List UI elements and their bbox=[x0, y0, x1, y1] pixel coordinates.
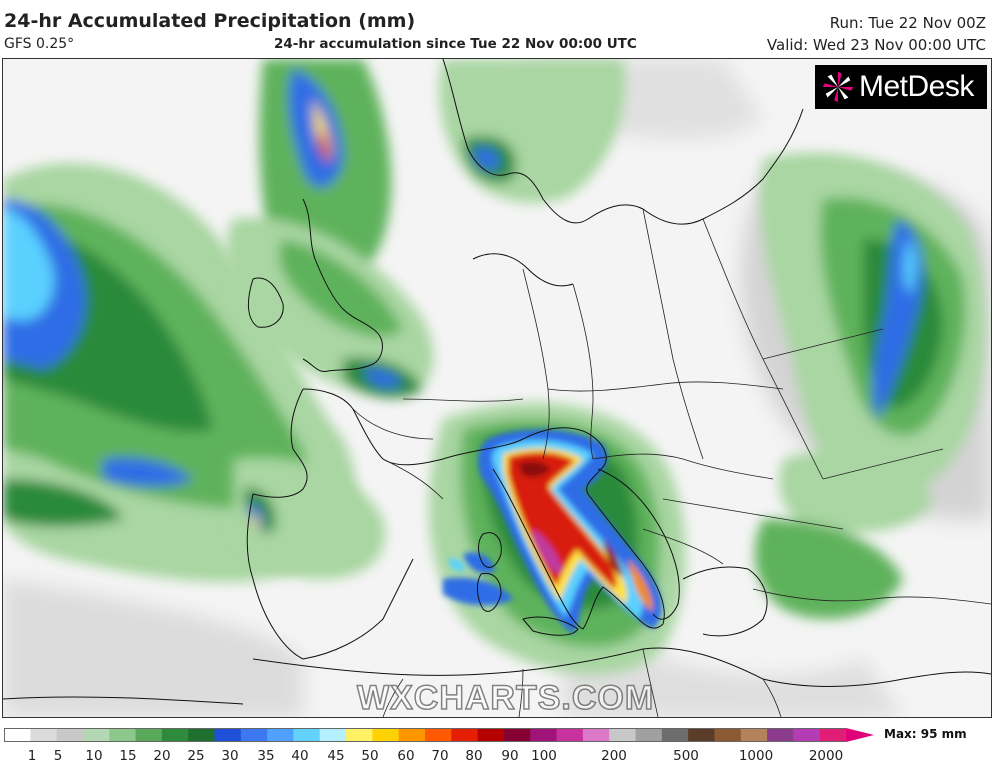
legend-max-arrow bbox=[846, 728, 874, 742]
legend-color-step bbox=[582, 728, 610, 742]
map-svg bbox=[3, 59, 991, 717]
legend-color-step bbox=[503, 728, 531, 742]
legend-ticks: 1 5 10 15 20 25 30 35 40 45 50 60 70 80 90 100 200 500 100… bbox=[0, 748, 994, 772]
legend-tick-label: 40 bbox=[291, 748, 309, 764]
legend-tick-label: 70 bbox=[431, 748, 449, 764]
legend-color-step bbox=[714, 728, 742, 742]
legend-tick-label: 20 bbox=[153, 748, 171, 764]
valid-time: Valid: Wed 23 Nov 00:00 UTC bbox=[766, 36, 986, 54]
model-label: GFS 0.25° bbox=[4, 36, 75, 52]
legend-color-step bbox=[82, 728, 110, 742]
atlantic-precip bbox=[3, 163, 357, 583]
legend-color-step bbox=[477, 728, 505, 742]
legend-color-step bbox=[267, 728, 295, 742]
legend-color-step bbox=[214, 728, 242, 742]
legend-tick-label: 5 bbox=[53, 748, 63, 764]
legend-tick-label: 30 bbox=[221, 748, 239, 764]
legend-tick-label: 60 bbox=[397, 748, 415, 764]
legend-color-step bbox=[635, 728, 663, 742]
legend-color-step bbox=[556, 728, 584, 742]
country-borders bbox=[352, 208, 991, 717]
chart-title: 24-hr Accumulated Precipitation (mm) bbox=[4, 10, 416, 32]
legend-tick-label: 25 bbox=[187, 748, 205, 764]
legend-color-step bbox=[688, 728, 716, 742]
legend-tick-label: 35 bbox=[257, 748, 275, 764]
run-time: Run: Tue 22 Nov 00Z bbox=[829, 14, 986, 32]
iberia-precip bbox=[233, 457, 385, 579]
legend-color-step bbox=[4, 728, 31, 742]
legend-color-step bbox=[188, 728, 216, 742]
legend-tick-label: 500 bbox=[673, 748, 699, 764]
legend-color-step bbox=[819, 728, 846, 742]
legend-color-step bbox=[661, 728, 689, 742]
legend-tick-label: 10 bbox=[85, 748, 103, 764]
legend-tick-label: 100 bbox=[531, 748, 557, 764]
legend-color-step bbox=[767, 728, 794, 742]
metdesk-logo-text: MetDesk bbox=[859, 70, 974, 103]
legend-color-step bbox=[319, 728, 347, 742]
legend-tick-label: 15 bbox=[119, 748, 137, 764]
chart-header: 24-hr Accumulated Precipitation (mm) GFS… bbox=[0, 0, 994, 58]
legend-tick-label: 50 bbox=[361, 748, 379, 764]
legend-color-step bbox=[135, 728, 163, 742]
legend-color-step bbox=[451, 728, 479, 742]
eastern-precip bbox=[754, 152, 986, 619]
precipitation-map: MetDesk WXCHARTS.COM bbox=[2, 58, 992, 718]
legend-tick-label: 1000 bbox=[738, 748, 774, 764]
watermark: WXCHARTS.COM bbox=[356, 678, 655, 717]
coastlines bbox=[3, 59, 991, 705]
legend-color-step bbox=[30, 728, 58, 742]
legend-tick-label: 1 bbox=[27, 748, 37, 764]
legend-color-step bbox=[530, 728, 558, 742]
accumulation-period: 24-hr accumulation since Tue 22 Nov 00:0… bbox=[274, 36, 637, 52]
metdesk-starburst-icon bbox=[822, 71, 854, 103]
legend-colorbar-border bbox=[4, 728, 846, 742]
legend-tick-label: 200 bbox=[601, 748, 627, 764]
legend-color-step bbox=[56, 728, 84, 742]
legend-color-step bbox=[372, 728, 400, 742]
legend-color-step bbox=[398, 728, 426, 742]
legend-tick-label: 90 bbox=[501, 748, 519, 764]
legend-color-step bbox=[109, 728, 137, 742]
metdesk-logo: MetDesk bbox=[815, 65, 987, 109]
legend-color-step bbox=[793, 728, 821, 742]
legend-color-step bbox=[425, 728, 452, 742]
legend-tick-label: 45 bbox=[327, 748, 345, 764]
legend-color-step bbox=[240, 728, 268, 742]
legend-tick-label: 2000 bbox=[808, 748, 844, 764]
legend-color-step bbox=[161, 728, 189, 742]
legend-color-step bbox=[609, 728, 637, 742]
legend-max-value: Max: 95 mm bbox=[884, 727, 967, 741]
legend-colorbar bbox=[4, 728, 846, 742]
italy-heavy-precip bbox=[443, 429, 662, 634]
legend-tick-label: 80 bbox=[465, 748, 483, 764]
legend-color-step bbox=[740, 728, 768, 742]
legend-color-step bbox=[346, 728, 373, 742]
legend-color-step bbox=[293, 728, 321, 742]
